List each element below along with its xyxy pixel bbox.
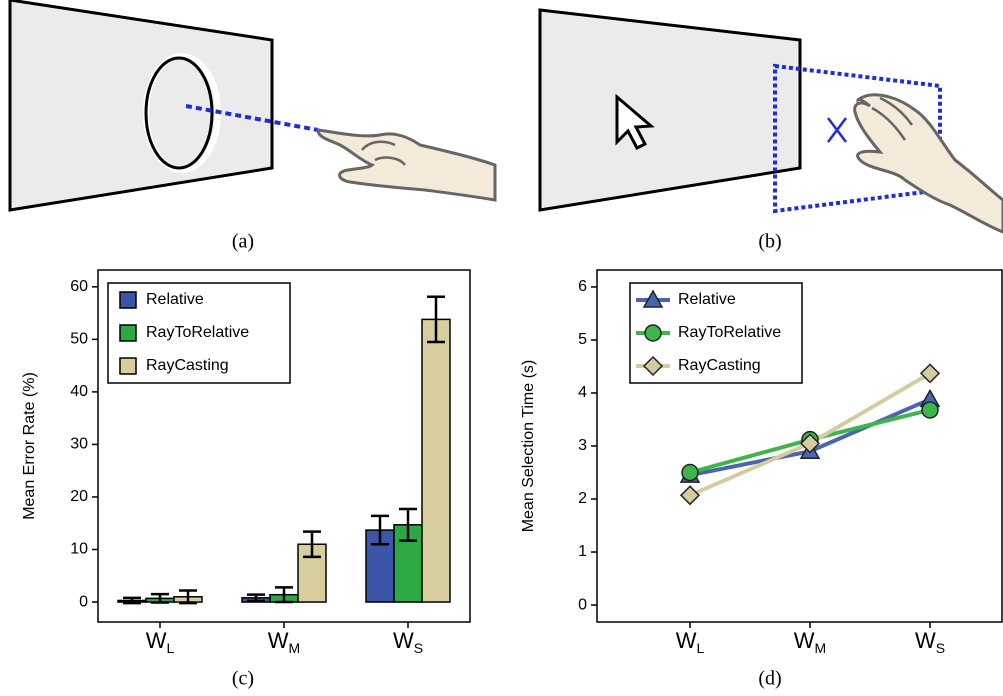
legend-label: Relative <box>146 291 204 308</box>
legend-label: RayToRelative <box>678 324 781 341</box>
x-tick-label: WM <box>794 628 826 656</box>
x-tick-label: WS <box>393 628 423 656</box>
y-tick-label: 5 <box>578 331 587 348</box>
legend-label: RayCasting <box>678 357 761 374</box>
y-axis-label: Mean Error Rate (%) <box>21 372 38 520</box>
legend-swatch <box>120 358 136 374</box>
y-tick-label: 20 <box>70 488 88 505</box>
y-tick-label: 0 <box>79 593 88 610</box>
legend-label: RayToRelative <box>146 324 249 341</box>
caption: (c) <box>232 668 254 690</box>
y-tick-label: 10 <box>70 541 88 558</box>
y-tick-label: 0 <box>578 596 587 613</box>
y-tick-label: 3 <box>578 437 587 454</box>
legend-swatch <box>120 325 136 341</box>
caption: (d) <box>758 668 781 690</box>
y-tick-label: 1 <box>578 543 587 560</box>
x-tick-label: WS <box>915 628 945 656</box>
legend-swatch <box>120 292 136 308</box>
y-axis-label: Mean Selection Time (s) <box>520 360 537 533</box>
marker <box>681 486 699 504</box>
marker <box>921 364 939 382</box>
caption: (a) <box>232 231 254 253</box>
bar <box>422 319 450 602</box>
x-tick-label: WL <box>676 628 705 656</box>
legend-label: RayCasting <box>146 357 229 374</box>
y-tick-label: 50 <box>70 331 88 348</box>
y-tick-label: 40 <box>70 383 88 400</box>
legend-label: Relative <box>678 291 736 308</box>
marker <box>922 402 938 418</box>
y-tick-label: 4 <box>578 384 587 401</box>
y-tick-label: 2 <box>578 490 587 507</box>
page: (a) (b) (c) (d) 0102030405060Mean Error … <box>0 0 1003 696</box>
y-tick-label: 6 <box>578 278 587 295</box>
caption: (b) <box>758 231 781 253</box>
figure: (a) (b) (c) (d) 0102030405060Mean Error … <box>0 0 1003 696</box>
y-tick-label: 60 <box>70 278 88 295</box>
illustration-a <box>10 0 495 210</box>
legend-marker <box>645 325 661 341</box>
x-tick-label: WL <box>146 628 175 656</box>
marker <box>682 465 698 481</box>
illustration-b <box>540 10 1003 232</box>
y-tick-label: 30 <box>70 436 88 453</box>
x-tick-label: WM <box>268 628 300 656</box>
